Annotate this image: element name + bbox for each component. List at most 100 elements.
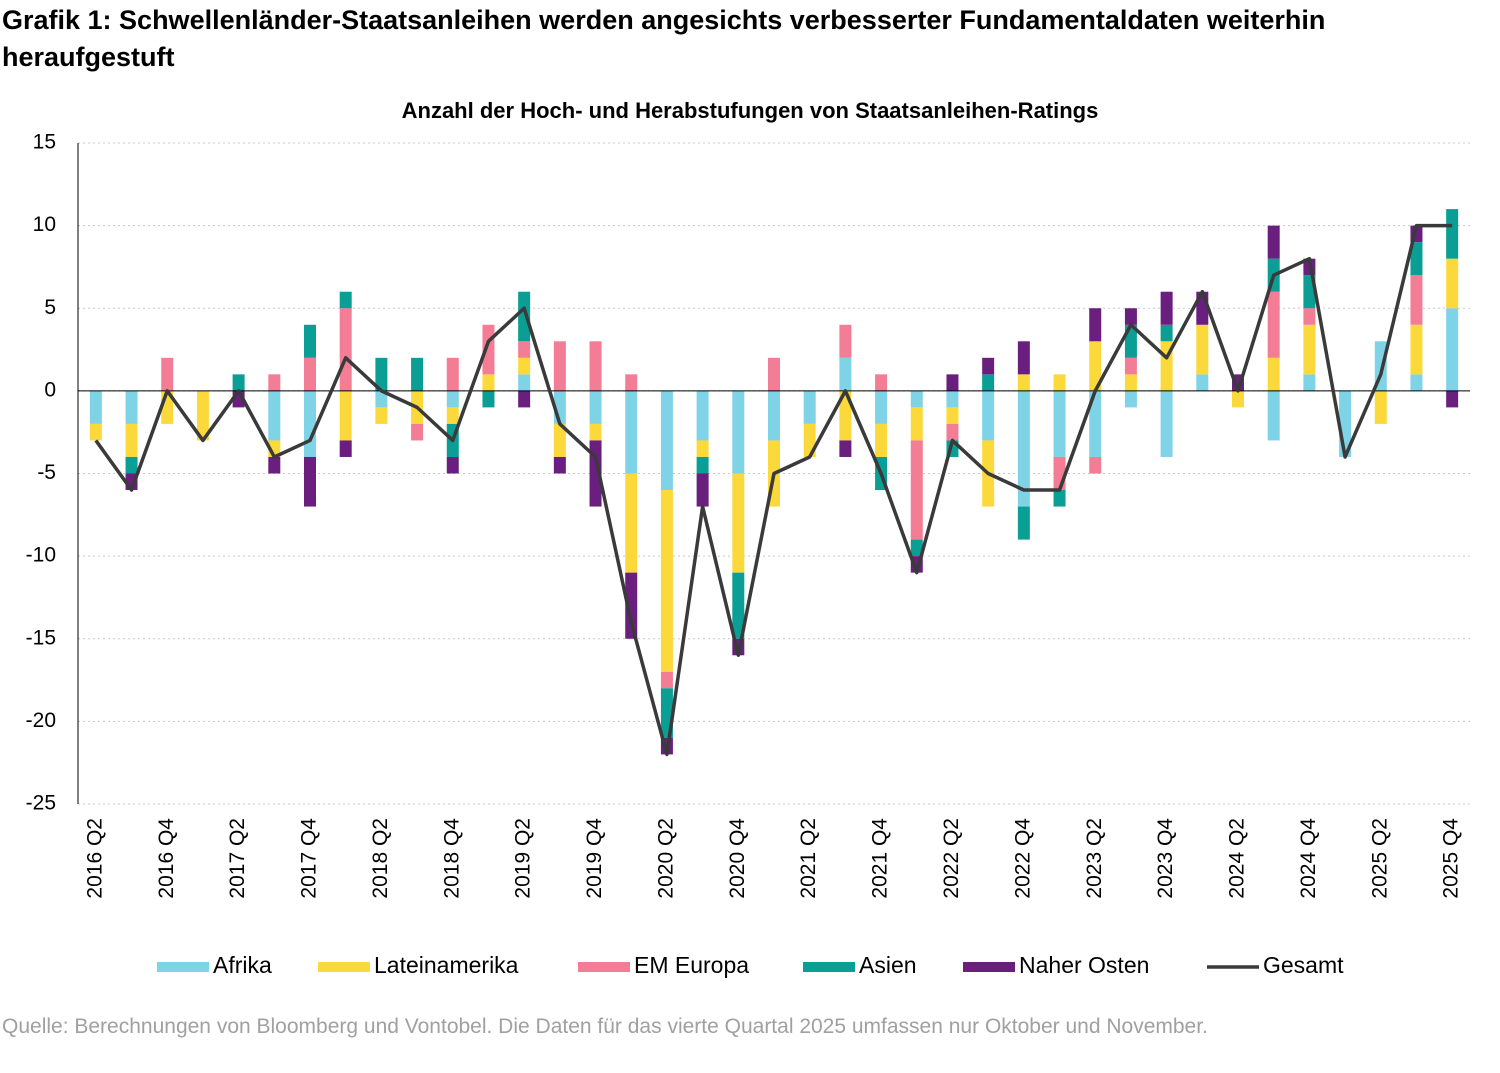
- x-tick-label: 2018 Q2: [369, 818, 392, 899]
- x-tick-label: 2021 Q4: [869, 818, 892, 899]
- bar-segment: [1410, 324, 1423, 375]
- bar-segment: [446, 390, 459, 408]
- x-tick-label: 2023 Q4: [1154, 818, 1177, 899]
- bar-segment: [660, 671, 673, 689]
- bar-segment: [696, 456, 709, 474]
- legend-item: Gesamt: [1207, 952, 1344, 978]
- bar-segment: [1089, 456, 1102, 474]
- bar-segment: [411, 357, 424, 391]
- bar-segment: [1017, 390, 1030, 507]
- bar-segment: [732, 473, 745, 573]
- bar-segment: [589, 440, 602, 507]
- total-line: [94, 223, 1453, 757]
- bar-segment: [89, 390, 102, 424]
- x-tick-label: 2017 Q2: [226, 818, 249, 899]
- bar-segment: [339, 390, 352, 441]
- x-tick-label: 2023 Q2: [1083, 818, 1106, 899]
- bar-segment: [125, 423, 138, 457]
- bar-segment: [553, 456, 566, 474]
- bar-segment: [268, 374, 281, 391]
- bar-segment: [1303, 324, 1316, 375]
- bar-segment: [161, 357, 174, 391]
- bar-segment: [803, 390, 816, 424]
- bar-segment: [482, 390, 495, 408]
- x-tick-label: 2024 Q4: [1297, 818, 1320, 899]
- bar-segment: [1446, 258, 1459, 309]
- bar-segment: [1303, 308, 1316, 325]
- legend-label: Afrika: [213, 952, 272, 978]
- legend-swatch: [157, 962, 209, 972]
- y-tick-label: -5: [37, 461, 56, 484]
- bar-segment: [196, 390, 209, 441]
- legend-item: Naher Osten: [963, 952, 1149, 978]
- bar-segment: [89, 423, 102, 441]
- bar-segment: [1089, 341, 1102, 391]
- bar-segment: [732, 572, 745, 639]
- bar-segment: [946, 423, 959, 441]
- bar-segment: [375, 357, 388, 391]
- legend-item: Asien: [803, 952, 917, 978]
- legend-label: Naher Osten: [1019, 952, 1149, 978]
- bar-segment: [1089, 390, 1102, 457]
- bar-segment: [1267, 357, 1280, 391]
- bar-segment: [1160, 390, 1173, 457]
- bar-segment: [518, 291, 531, 342]
- bar-segment: [625, 473, 638, 573]
- bar-segment: [518, 357, 531, 375]
- bar-segment: [1267, 291, 1280, 358]
- bar-segment: [1124, 308, 1137, 325]
- bar-segment: [1017, 374, 1030, 391]
- bar-segment: [839, 357, 852, 391]
- bar-segment: [375, 407, 388, 424]
- bar-segment: [1160, 324, 1173, 342]
- bar-segment: [589, 423, 602, 441]
- bar-segment: [518, 341, 531, 358]
- bar-segment: [375, 390, 388, 408]
- bar-segment: [1446, 390, 1459, 408]
- bar-segment: [910, 539, 923, 557]
- legend-label: Lateinamerika: [374, 952, 519, 978]
- x-tick-label: 2022 Q2: [940, 818, 963, 899]
- bar-segment: [1053, 490, 1066, 507]
- bar-segment: [304, 456, 316, 507]
- bar-segment: [696, 440, 709, 457]
- y-tick-label: 0: [44, 378, 56, 401]
- bar-segment: [232, 374, 245, 391]
- bar-segment: [304, 390, 316, 457]
- bar-segment: [553, 341, 566, 391]
- bar-segment: [518, 374, 531, 391]
- legend-swatch: [803, 962, 855, 972]
- bar-segment: [125, 456, 138, 474]
- x-tick-label: 2020 Q4: [726, 818, 749, 899]
- bar-segment: [1232, 390, 1244, 408]
- bar-segment: [1267, 390, 1280, 441]
- bar-segment: [125, 473, 138, 491]
- bar-segment: [910, 390, 923, 408]
- bar-segment: [982, 357, 995, 375]
- bar-segment: [982, 374, 995, 391]
- bar-segment: [1053, 390, 1066, 457]
- bar-segment: [910, 440, 923, 540]
- legend-item: EM Europa: [578, 952, 749, 978]
- bar-segment: [875, 374, 888, 391]
- bar-segment: [625, 390, 638, 474]
- legend-swatch: [578, 962, 630, 972]
- bar-segment: [910, 407, 923, 441]
- bar-segment: [768, 390, 780, 441]
- bar-segment: [982, 390, 995, 441]
- legend-swatch: [963, 962, 1015, 972]
- x-tick-label: 2019 Q4: [583, 818, 606, 899]
- bar-segment: [660, 490, 673, 672]
- legend-label: Gesamt: [1263, 952, 1344, 978]
- y-tick-label: 10: [33, 213, 56, 236]
- bar-segment: [1410, 374, 1423, 391]
- bar-segment: [839, 324, 852, 358]
- bar-segment: [946, 390, 959, 408]
- bar-segment: [946, 374, 959, 391]
- y-tick-label: -20: [26, 709, 56, 732]
- x-tick-label: 2017 Q4: [298, 818, 321, 899]
- x-tick-label: 2024 Q2: [1226, 818, 1249, 899]
- bar-segment: [768, 357, 780, 391]
- bar-segment: [875, 390, 888, 424]
